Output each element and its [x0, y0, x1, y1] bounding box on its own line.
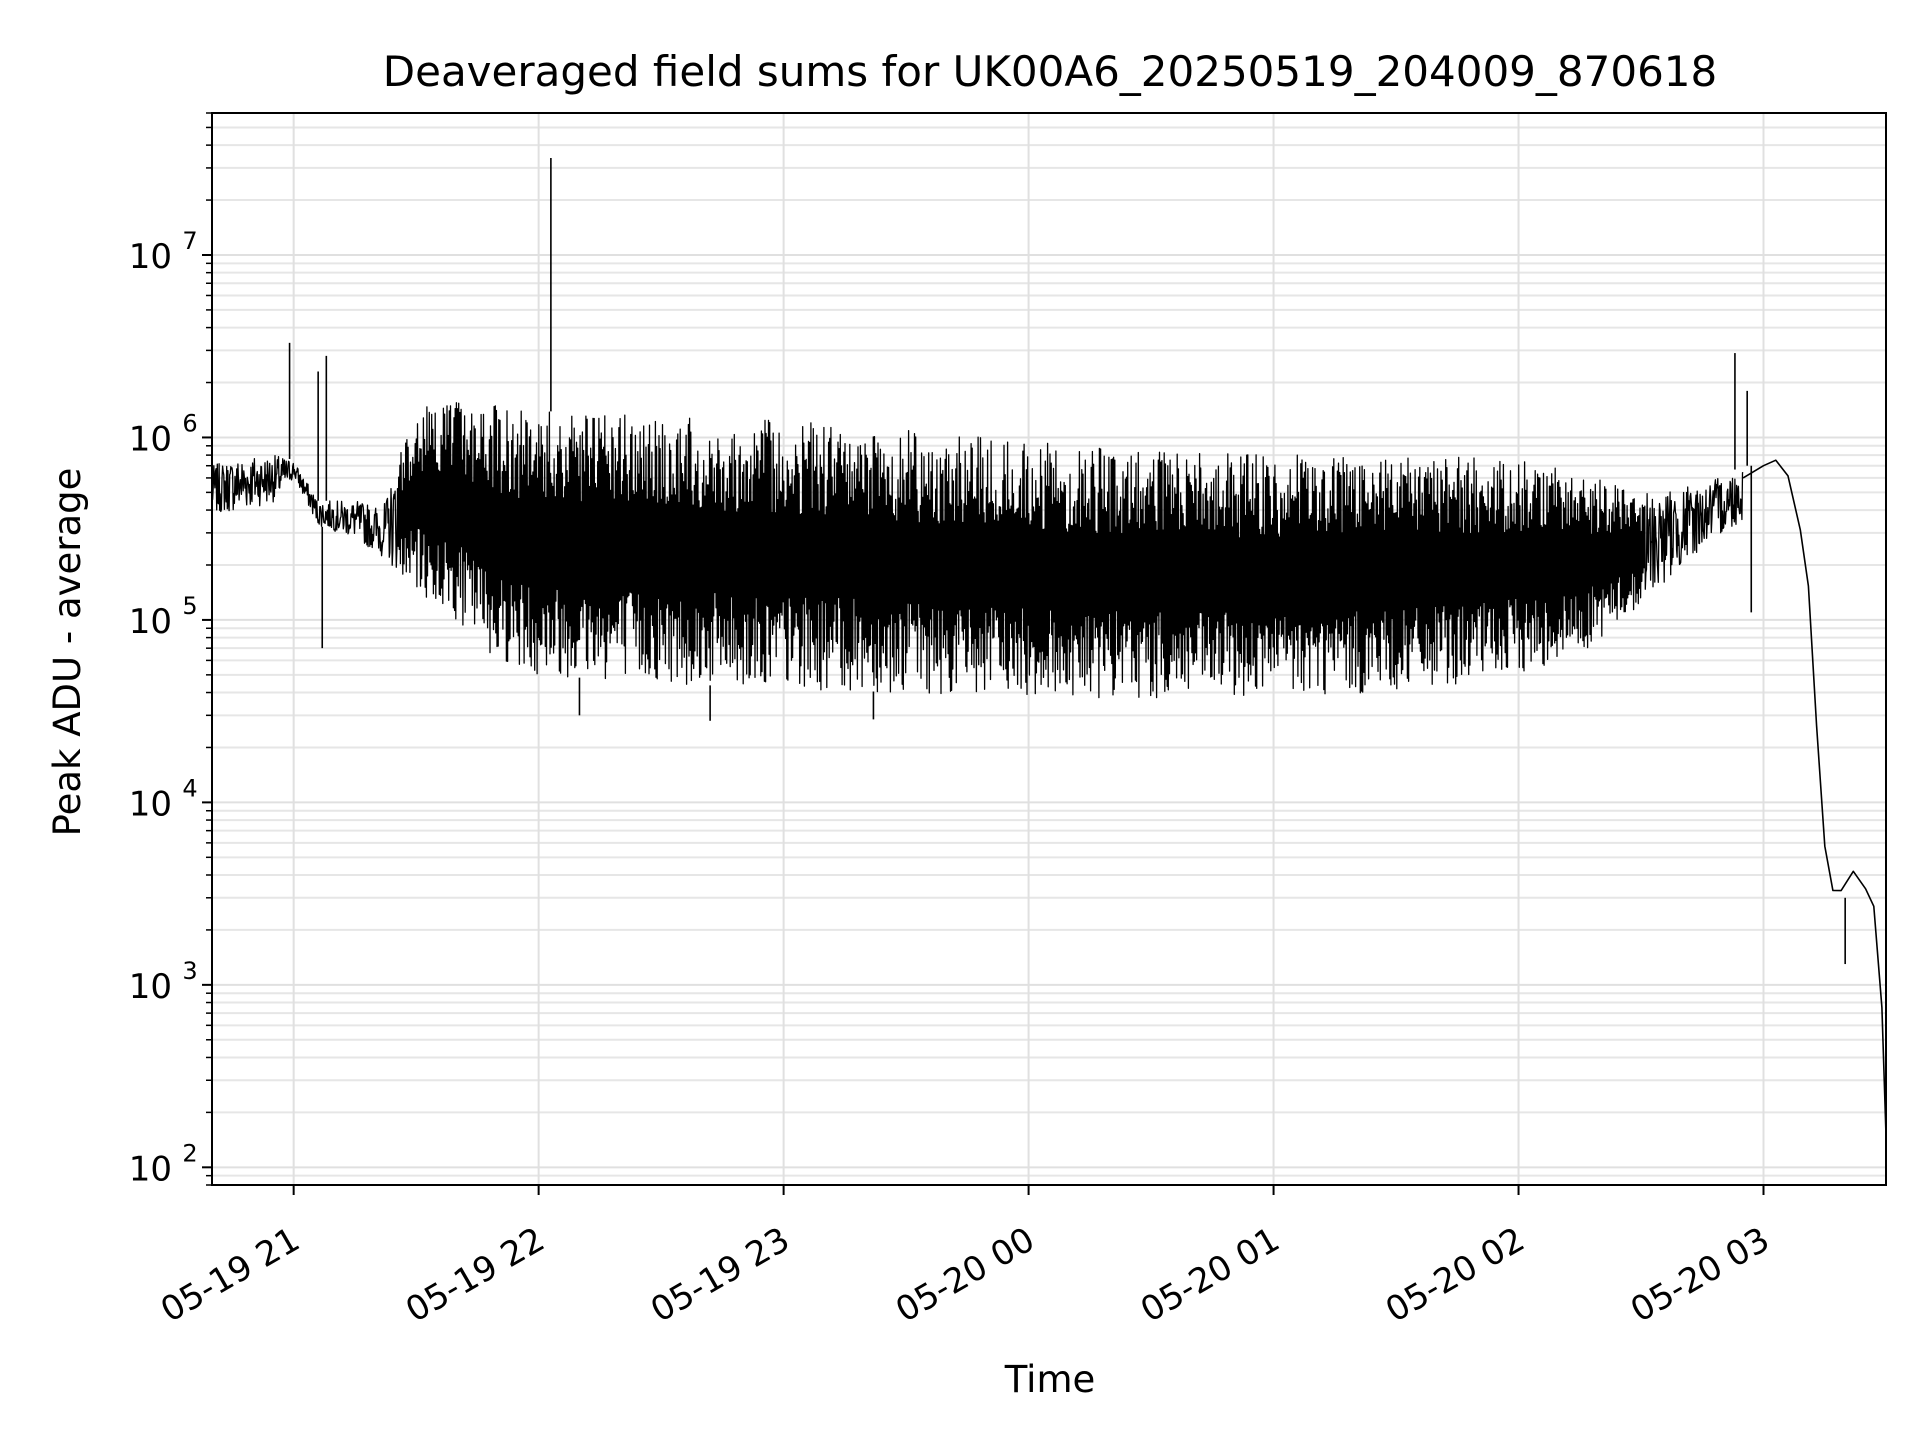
y-tick-label: 10 [129, 237, 172, 277]
series-line-tail [1742, 459, 1887, 1136]
y-tick-label-exponent: 5 [182, 592, 197, 620]
chart-title: Deaveraged field sums for UK00A6_2025051… [383, 47, 1717, 96]
series-line-oscillating [211, 402, 1744, 699]
data-series [211, 158, 1887, 1136]
y-tick-label-exponent: 3 [182, 957, 197, 985]
y-tick-label: 10 [129, 602, 172, 642]
y-tick-label-exponent: 2 [182, 1139, 197, 1167]
y-tick-label: 10 [129, 1149, 172, 1189]
grid-lines [212, 112, 1886, 1186]
y-tick-label: 10 [129, 419, 172, 459]
y-tick-label-exponent: 4 [182, 774, 197, 802]
plot-area-frame [211, 112, 1887, 1186]
y-tick-label-exponent: 6 [182, 409, 197, 437]
x-axis-label: Time [1004, 1358, 1096, 1401]
y-tick-label-exponent: 7 [182, 227, 197, 255]
y-tick-label: 10 [129, 784, 172, 824]
y-axis-label: Peak ADU - average [46, 468, 89, 837]
y-tick-label: 10 [129, 967, 172, 1007]
